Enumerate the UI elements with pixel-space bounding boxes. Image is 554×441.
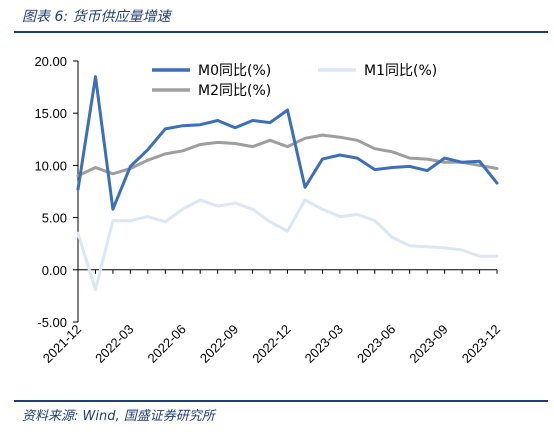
figure-source: 资料来源: Wind, 国盛证券研究所 xyxy=(22,409,215,424)
x-tick-label: 2023-09 xyxy=(406,322,450,366)
money-supply-line-chart: 20.00 15.00 10.00 5.00 0.00 -5.00 2021-12 2022… xyxy=(34,54,503,366)
y-tick-label: -5.00 xyxy=(37,315,67,330)
y-tick-label: 20.00 xyxy=(34,54,67,69)
y-tick-label: 15.00 xyxy=(34,106,67,121)
series-line-m0 xyxy=(76,75,499,211)
x-axis-ticks: 2021-12 2022-03 2022-06 2022-09 2022-12 2023-… xyxy=(40,269,503,366)
x-tick-label: 2023-12 xyxy=(459,322,503,366)
legend-label: M0同比(%) xyxy=(198,63,271,79)
legend-label: M2同比(%) xyxy=(198,83,271,99)
x-tick-label: 2023-06 xyxy=(354,322,398,366)
figure-title: 图表 6: 货币供应量增速 xyxy=(22,9,171,25)
legend-label: M1同比(%) xyxy=(364,63,437,79)
bottom-rule xyxy=(14,400,548,402)
x-tick-label: 2022-09 xyxy=(197,322,241,366)
series-line-m1 xyxy=(76,198,499,292)
x-tick-label: 2022-03 xyxy=(92,322,136,366)
x-tick-label: 2023-03 xyxy=(302,322,346,366)
chart-axes xyxy=(77,61,497,322)
chart-legend: M0同比(%) M1同比(%) M2同比(%) xyxy=(152,63,437,99)
y-tick-label: 5.00 xyxy=(42,211,67,226)
series-line-m2 xyxy=(76,133,499,178)
y-tick-label: 10.00 xyxy=(34,158,67,173)
y-axis-ticks: 20.00 15.00 10.00 5.00 0.00 -5.00 xyxy=(34,54,78,330)
y-tick-label: 0.00 xyxy=(42,263,67,278)
x-tick-label: 2022-06 xyxy=(145,322,189,366)
series-lines xyxy=(76,75,499,292)
top-rule xyxy=(14,31,548,33)
x-tick-label: 2022-12 xyxy=(249,322,293,366)
